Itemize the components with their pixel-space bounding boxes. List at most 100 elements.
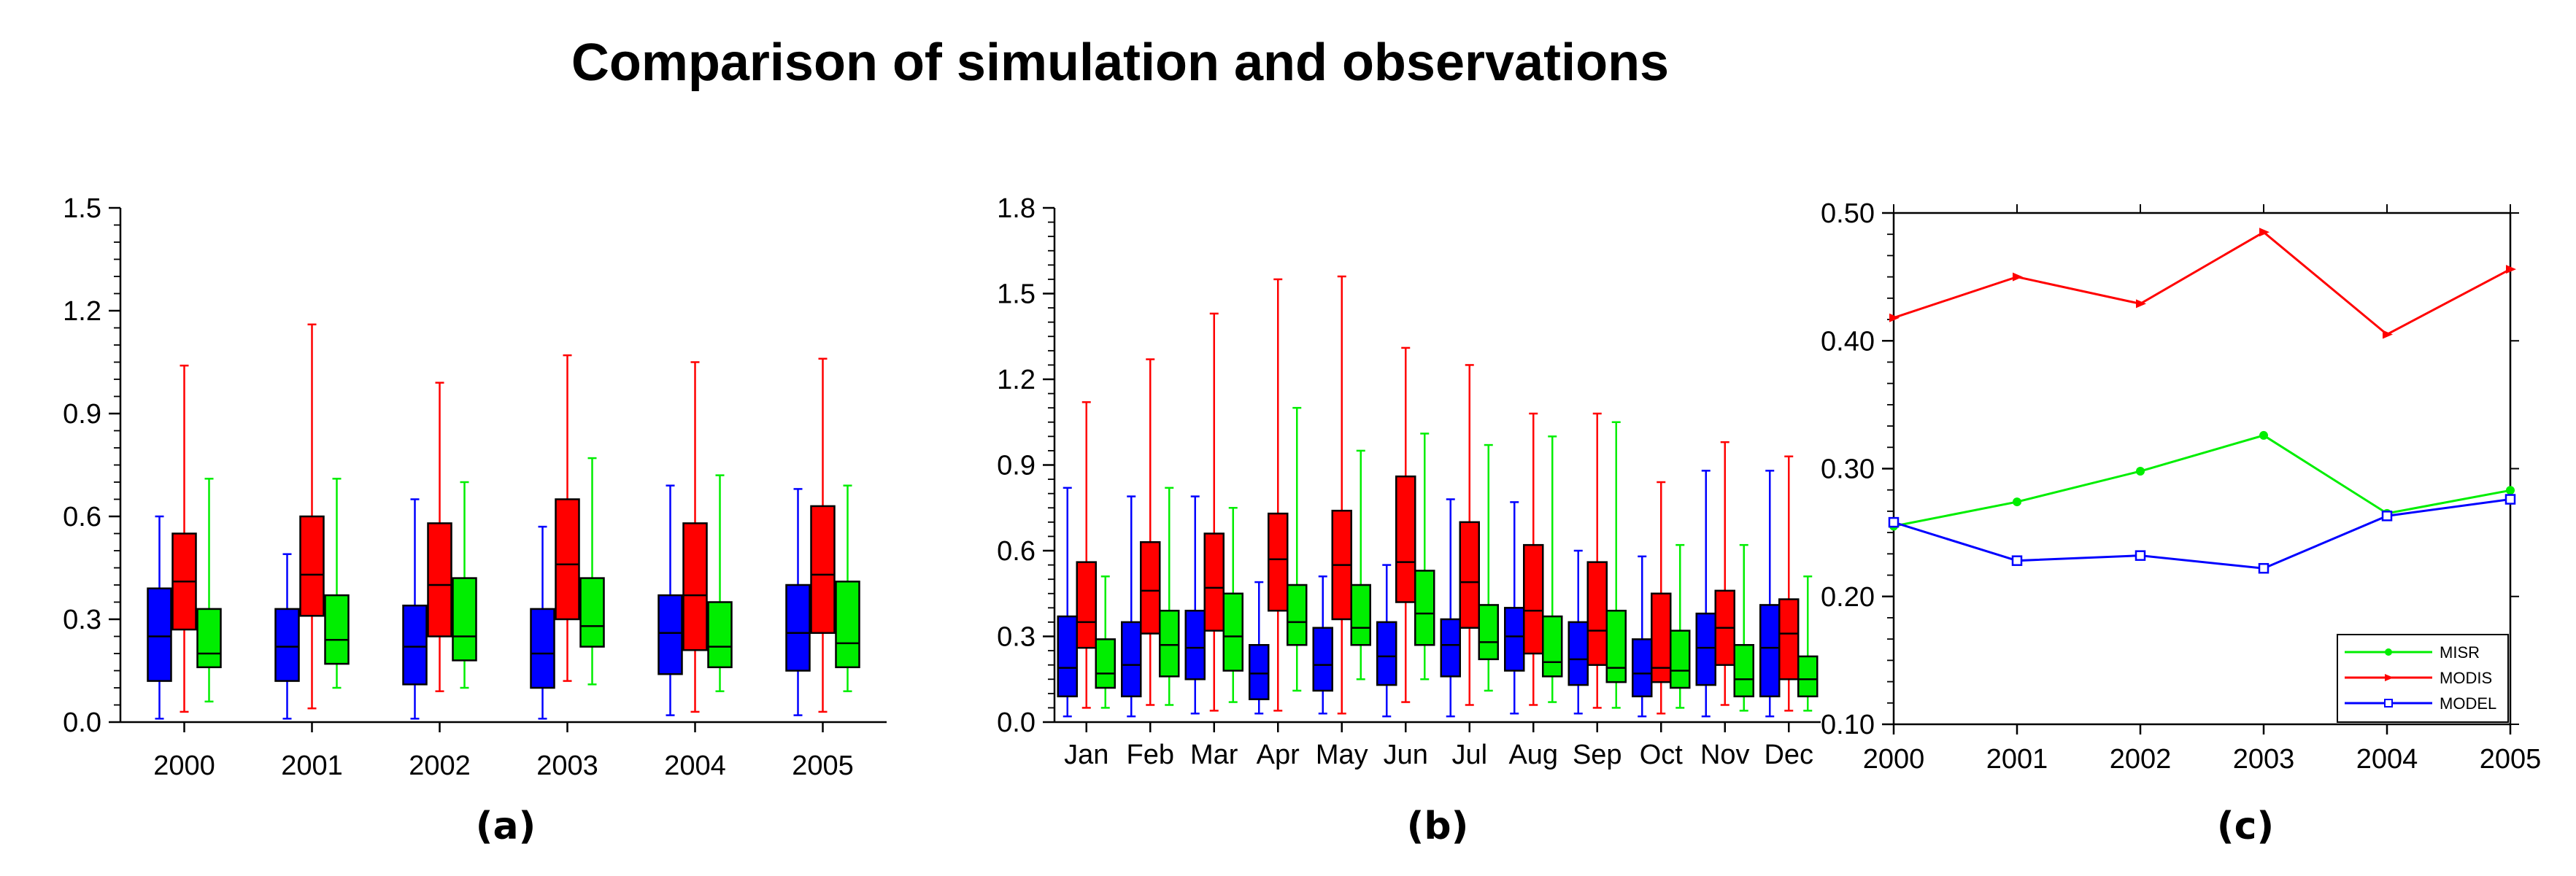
box-modis-2005 — [810, 505, 836, 635]
legend-label-misr: MISR — [2440, 643, 2480, 662]
box-modis-jul — [1459, 521, 1480, 629]
box-model-2003 — [530, 608, 555, 689]
y-tick-label: 0.0 — [63, 708, 101, 738]
box-misr-2003 — [579, 577, 605, 648]
box-misr-2002 — [452, 577, 477, 662]
point-misr-2005 — [2506, 486, 2515, 495]
point-modis-2003 — [2259, 228, 2270, 237]
point-model-2000 — [1888, 516, 1900, 528]
point-model-2004 — [2381, 511, 2393, 522]
point-modis-2000 — [1889, 313, 1900, 322]
box-modis-jan — [1076, 561, 1097, 649]
point-model-2001 — [2011, 555, 2023, 566]
y-tick-label: 0.40 — [1821, 326, 1875, 357]
box-modis-dec — [1778, 598, 1800, 681]
point-model-2005 — [2504, 494, 2516, 505]
box-misr-apr — [1287, 584, 1308, 646]
point-misr-2003 — [2259, 430, 2268, 440]
box-modis-2001 — [299, 515, 325, 617]
y-tick-label: 1.5 — [63, 193, 101, 224]
x-tick-label-2003: 2003 — [2233, 744, 2295, 775]
y-tick-label: 1.2 — [63, 296, 101, 327]
panel-label: (b) — [1407, 805, 1469, 848]
box-modis-2004 — [682, 522, 708, 651]
box-modis-sep — [1586, 561, 1608, 666]
x-tick-label-2004: 2004 — [2356, 744, 2418, 775]
box-modis-apr — [1268, 512, 1289, 612]
point-modis-2005 — [2506, 265, 2516, 274]
y-tick-label: 1.2 — [997, 365, 1036, 395]
box-misr-jan — [1095, 638, 1116, 689]
x-tick-label-jan: Jan — [1064, 740, 1108, 770]
x-tick-label-feb: Feb — [1127, 740, 1174, 770]
box-modis-feb — [1140, 541, 1161, 635]
box-model-jan — [1057, 615, 1078, 697]
x-tick-label-oct: Oct — [1640, 740, 1684, 770]
line-model — [1893, 498, 2511, 570]
legend-marker-modis — [2385, 674, 2394, 681]
box-model-apr — [1249, 644, 1270, 700]
box-misr-may — [1350, 584, 1371, 646]
box-model-nov — [1695, 612, 1716, 686]
box-misr-mar — [1222, 592, 1243, 672]
box-model-mar — [1184, 610, 1206, 681]
x-tick-label-sep: Sep — [1573, 740, 1622, 770]
box-misr-oct — [1670, 629, 1691, 689]
x-tick-label-may: May — [1316, 740, 1368, 770]
figure-title: Comparison of simulation and observation… — [571, 34, 1669, 92]
x-tick-label-jun: Jun — [1384, 740, 1428, 770]
point-modis-2001 — [2013, 272, 2023, 282]
x-tick-label-jul: Jul — [1451, 740, 1487, 770]
box-modis-aug — [1523, 543, 1544, 655]
point-misr-2001 — [2013, 497, 2021, 507]
line-modis — [1893, 230, 2511, 336]
y-tick-label: 0.9 — [997, 451, 1036, 481]
box-modis-jun — [1395, 475, 1416, 603]
x-tick-label-nov: Nov — [1700, 740, 1750, 770]
y-tick-label: 0.50 — [1821, 198, 1875, 229]
box-modis-mar — [1203, 532, 1225, 632]
box-misr-2000 — [196, 608, 222, 669]
x-tick-label-2001: 2001 — [281, 751, 343, 781]
x-tick-label-aug: Aug — [1508, 740, 1558, 770]
x-tick-label-2004: 2004 — [664, 751, 726, 781]
box-model-jun — [1376, 621, 1397, 686]
box-model-sep — [1567, 621, 1589, 686]
point-model-2003 — [2258, 562, 2270, 574]
y-tick-label: 0.3 — [997, 622, 1036, 653]
box-misr-2005 — [835, 581, 860, 669]
x-tick-label-2000: 2000 — [1863, 744, 1925, 775]
y-tick-label: 0.0 — [997, 708, 1036, 738]
x-tick-label-dec: Dec — [1764, 740, 1813, 770]
x-tick-label-2005: 2005 — [2480, 744, 2542, 775]
x-tick-label-2003: 2003 — [536, 751, 598, 781]
y-tick-label: 0.20 — [1821, 582, 1875, 613]
box-model-feb — [1121, 621, 1142, 698]
panel-label: (c) — [2217, 805, 2274, 848]
box-model-2004 — [658, 594, 683, 675]
y-tick-label: 0.3 — [63, 605, 101, 635]
box-misr-feb — [1159, 610, 1180, 678]
box-model-2000 — [147, 587, 172, 682]
y-tick-label: 0.10 — [1821, 710, 1875, 740]
legend-marker-misr — [2385, 648, 2392, 656]
box-modis-2002 — [427, 522, 452, 637]
box-model-dec — [1759, 604, 1781, 698]
y-tick-label: 1.5 — [997, 279, 1036, 310]
x-tick-label-2001: 2001 — [1986, 744, 2048, 775]
y-tick-label: 0.6 — [63, 502, 101, 532]
box-model-oct — [1632, 638, 1653, 698]
box-misr-jun — [1414, 570, 1435, 646]
box-model-2002 — [402, 604, 428, 686]
legend-marker-model — [2384, 699, 2393, 708]
box-model-aug — [1504, 607, 1525, 672]
box-misr-jul — [1478, 604, 1499, 661]
box-misr-nov — [1733, 644, 1754, 697]
panel-label: (a) — [476, 805, 536, 848]
box-modis-2003 — [555, 498, 580, 621]
box-model-jul — [1440, 618, 1461, 678]
box-model-may — [1312, 627, 1333, 692]
panel-c-line-chart: 0.10 0.20 0.30 0.40 0.50 2000 2001 2002 2003 2004… — [1821, 198, 2541, 848]
line-misr — [1893, 434, 2511, 527]
